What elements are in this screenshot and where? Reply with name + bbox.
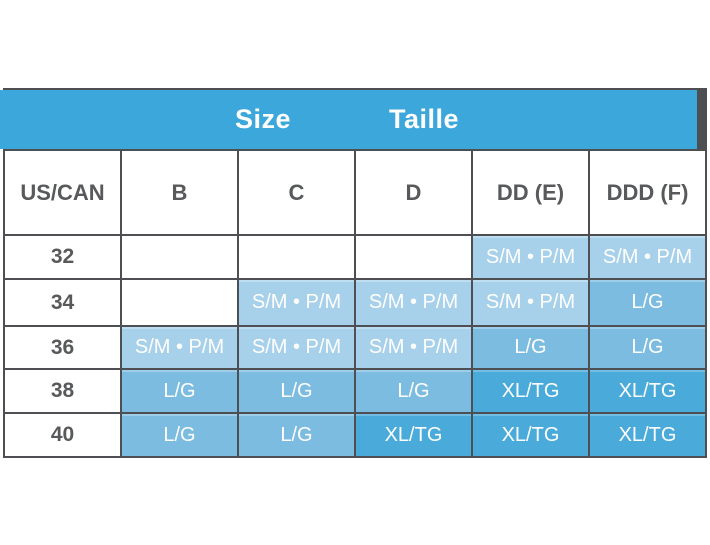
size-cell bbox=[356, 236, 471, 278]
column-header-ddd-f: DDD (F) bbox=[590, 151, 705, 234]
column-header-d: D bbox=[356, 151, 471, 234]
size-cell: S/M • P/M bbox=[122, 327, 237, 368]
size-cell: L/G bbox=[122, 414, 237, 456]
title-taille: Taille bbox=[389, 104, 460, 134]
size-cell: XL/TG bbox=[356, 414, 471, 456]
size-cell: L/G bbox=[590, 327, 705, 368]
size-cell: S/M • P/M bbox=[473, 236, 588, 278]
size-cell: S/M • P/M bbox=[356, 327, 471, 368]
row-label-34: 34 bbox=[5, 280, 120, 325]
size-cell: L/G bbox=[122, 370, 237, 412]
row-label-38: 38 bbox=[5, 370, 120, 412]
size-cell: L/G bbox=[473, 327, 588, 368]
column-header-b: B bbox=[122, 151, 237, 234]
size-cell: L/G bbox=[356, 370, 471, 412]
size-cell: XL/TG bbox=[473, 370, 588, 412]
size-cell: S/M • P/M bbox=[239, 327, 354, 368]
size-cell: S/M • P/M bbox=[473, 280, 588, 325]
size-grid: US/CAN B C D DD (E) DDD (F) 32 S/M • P/M S… bbox=[5, 151, 705, 456]
size-cell: S/M • P/M bbox=[590, 236, 705, 278]
size-cell: S/M • P/M bbox=[239, 280, 354, 325]
size-cell: L/G bbox=[590, 280, 705, 325]
size-cell: S/M • P/M bbox=[356, 280, 471, 325]
size-cell: L/G bbox=[239, 370, 354, 412]
size-cell: XL/TG bbox=[473, 414, 588, 456]
size-cell: L/G bbox=[239, 414, 354, 456]
size-cell: XL/TG bbox=[590, 414, 705, 456]
size-cell bbox=[122, 280, 237, 325]
row-label-36: 36 bbox=[5, 327, 120, 368]
size-cell bbox=[122, 236, 237, 278]
row-label-32: 32 bbox=[5, 236, 120, 278]
column-header-dd-e: DD (E) bbox=[473, 151, 588, 234]
column-header-c: C bbox=[239, 151, 354, 234]
table-title-bar: Size Taille bbox=[0, 90, 697, 149]
size-cell: XL/TG bbox=[590, 370, 705, 412]
size-chart-table: Size Taille US/CAN B C D DD (E) DDD (F) … bbox=[0, 88, 707, 458]
row-label-40: 40 bbox=[5, 414, 120, 456]
column-header-us-can: US/CAN bbox=[5, 151, 120, 234]
title-size: Size bbox=[234, 104, 291, 134]
size-cell bbox=[239, 236, 354, 278]
